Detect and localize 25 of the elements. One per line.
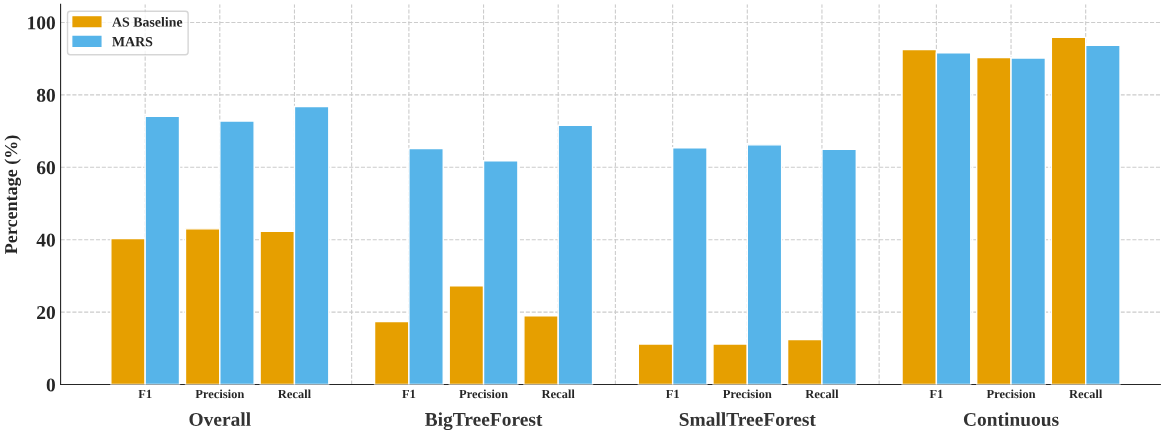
x-tick-label: Precision xyxy=(195,389,245,399)
text: BigTreeForest xyxy=(425,412,543,431)
x-tick-label: F1 xyxy=(138,389,152,399)
legend-label: MARS xyxy=(112,37,153,47)
y-tick-label: 80 xyxy=(36,88,55,102)
y-tick-label: 100 xyxy=(28,16,55,30)
y-tick-label: 60 xyxy=(36,161,55,175)
text: Overall xyxy=(189,412,251,427)
x-tick-label: Precision xyxy=(986,389,1036,399)
x-tick-label: Recall xyxy=(541,389,575,399)
y-tick-label: 20 xyxy=(37,305,55,320)
x-tick-label: Recall xyxy=(278,389,311,399)
y-axis-title: Percentage (%) xyxy=(4,135,21,254)
y-tick-label: 40 xyxy=(36,233,55,247)
x-tick-label: F1 xyxy=(929,389,943,399)
x-tick-label: Precision xyxy=(459,389,508,399)
y-tick-label: 0 xyxy=(46,378,55,392)
x-tick-label: Recall xyxy=(805,389,839,399)
x-tick-label: F1 xyxy=(665,389,679,399)
x-tick-label: Precision xyxy=(722,389,772,399)
text: Continuous xyxy=(963,412,1059,427)
x-tick-label: Recall xyxy=(1069,389,1103,399)
x-tick-label: F1 xyxy=(402,389,416,399)
legend-label: AS Baseline xyxy=(112,16,183,27)
text: SmallTreeForest xyxy=(679,412,816,427)
